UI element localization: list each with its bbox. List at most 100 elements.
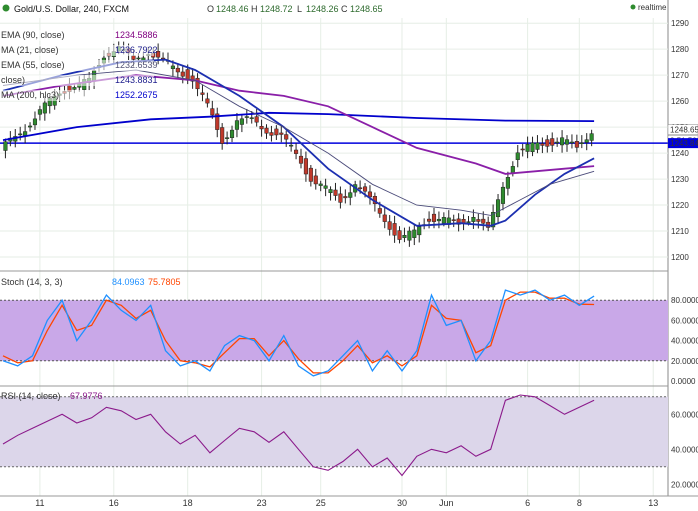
candle-body: [32, 118, 38, 126]
rsi-label: RSI (14, close): [1, 391, 61, 401]
candle-body: [313, 175, 318, 185]
candle-body: [249, 117, 254, 119]
time-tick-label: 23: [257, 498, 267, 508]
candle-body: [308, 167, 313, 182]
rsi-value: 67.9776: [70, 391, 103, 401]
candle-body: [289, 144, 294, 147]
price-tick-label: 1210: [671, 227, 689, 236]
candle-body: [205, 98, 210, 104]
candle-body: [303, 158, 308, 175]
indicator-label: MA (21, close): [1, 45, 59, 55]
ohlc-value-low: 1248.26: [306, 4, 339, 14]
stoch-band: [0, 300, 668, 361]
stoch-k-line[interactable]: [2, 289, 595, 377]
indicator-legend-bg: [0, 30, 154, 41]
rsi-tick-label: 20.0000: [671, 480, 698, 489]
rsi-tick-label: 60.0000: [671, 410, 698, 419]
indicator-label: close): [1, 75, 25, 85]
candle-body: [264, 127, 269, 134]
candle-body: [471, 217, 476, 222]
candle-body: [259, 126, 264, 130]
candle-body: [569, 141, 574, 144]
stoch-label: Stoch (14, 3, 3): [1, 277, 63, 287]
candle-body: [254, 116, 259, 123]
time-tick-label: Jun: [439, 498, 454, 508]
price-tick-label: 1220: [671, 201, 689, 210]
candle-body: [328, 189, 333, 194]
rsi-line[interactable]: [2, 394, 595, 477]
ma200-line[interactable]: [2, 111, 595, 141]
price-tick-label: 1280: [671, 45, 689, 54]
candle-body: [220, 127, 225, 144]
ohlc-value-high: 1248.72: [260, 4, 293, 14]
stoch-tick-label: 20.0000: [671, 357, 698, 366]
price-tick-label: 1200: [671, 253, 689, 262]
candle-body: [156, 51, 161, 58]
stoch-d-value: 75.7805: [148, 277, 181, 287]
indicator-value: 1236.7922: [115, 45, 158, 55]
time-tick-label: 25: [316, 498, 326, 508]
candle-body: [298, 155, 304, 164]
time-tick-label: 18: [183, 498, 193, 508]
candle-body: [555, 141, 560, 144]
price-tick-label: 1240: [671, 149, 689, 158]
candle-body: [136, 57, 141, 60]
indicator-label: EMA (55, close): [1, 60, 65, 70]
candle-body: [441, 217, 446, 224]
price-axis-bg: [668, 0, 698, 511]
candle-body: [338, 193, 343, 203]
candle-body: [412, 229, 417, 238]
price-tick-label: 1260: [671, 97, 689, 106]
time-tick-label: 8: [577, 498, 582, 508]
candle-body: [190, 75, 195, 82]
candle-body: [476, 219, 481, 222]
ohlc-value-open: 1248.46: [216, 4, 249, 14]
stoch-tick-label: 0.0000: [671, 377, 696, 386]
candle-body: [564, 139, 570, 145]
candle-body: [28, 125, 33, 128]
realtime-dot-icon: [630, 4, 636, 10]
candle-body: [510, 166, 515, 173]
candle-body: [318, 183, 323, 186]
stoch-d-line[interactable]: [2, 291, 595, 374]
candle-body: [333, 189, 338, 196]
time-tick-label: 6: [525, 498, 530, 508]
candle-body: [540, 143, 545, 146]
candle-body: [436, 218, 441, 222]
ema55-line[interactable]: [2, 69, 595, 216]
last-price-label: 1248.65: [670, 126, 698, 135]
candle-body: [72, 87, 77, 90]
candle-body: [417, 226, 422, 236]
time-tick-label: 16: [109, 498, 119, 508]
candle-body: [210, 108, 215, 116]
indicator-legend-bg: [0, 90, 154, 101]
indicator-value: 1243.8831: [115, 75, 158, 85]
candle-body: [431, 213, 437, 222]
candle-body: [387, 221, 392, 230]
candle-body: [279, 132, 284, 135]
candle-body: [294, 149, 299, 154]
candle-body: [382, 214, 387, 222]
candle-body: [505, 177, 510, 189]
ohlc-label-open: O: [207, 4, 214, 14]
candle-body: [579, 142, 584, 144]
ohlc-value-close: 1248.65: [350, 4, 383, 14]
candle-body: [461, 218, 466, 223]
time-tick-label: 30: [397, 498, 407, 508]
candle-body: [515, 152, 520, 160]
rsi-band: [0, 396, 668, 467]
price-tick-label: 1230: [671, 175, 689, 184]
candle-body: [392, 223, 397, 236]
candle-body: [560, 137, 565, 146]
candle-body: [215, 113, 220, 130]
candle-body: [481, 218, 486, 224]
candle-body: [175, 67, 180, 73]
candle-body: [495, 199, 501, 218]
ohlc-label-close: C: [341, 4, 348, 14]
candle-body: [42, 102, 47, 114]
candle-body: [200, 92, 205, 95]
indicator-legend-bg: [0, 75, 154, 86]
realtime-label: realtime: [638, 3, 667, 12]
candle-body: [574, 141, 579, 148]
